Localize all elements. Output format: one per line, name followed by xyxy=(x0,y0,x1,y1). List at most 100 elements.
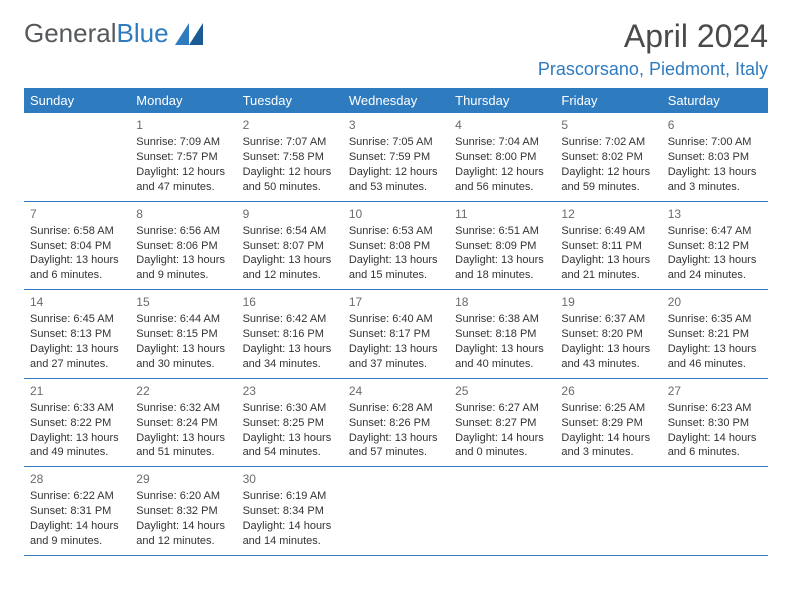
sunset-text: Sunset: 8:12 PM xyxy=(668,239,762,254)
sunset-text: Sunset: 8:04 PM xyxy=(30,239,124,254)
day-cell: 22Sunrise: 6:32 AMSunset: 8:24 PMDayligh… xyxy=(130,379,236,467)
daylight-text: Daylight: 13 hours and 46 minutes. xyxy=(668,342,762,372)
day-cell: 10Sunrise: 6:53 AMSunset: 8:08 PMDayligh… xyxy=(343,202,449,290)
weekday-header: Wednesday xyxy=(343,88,449,113)
sunset-text: Sunset: 8:30 PM xyxy=(668,416,762,431)
logo: GeneralBlue xyxy=(24,18,203,49)
day-number: 4 xyxy=(455,117,549,133)
day-cell: 7Sunrise: 6:58 AMSunset: 8:04 PMDaylight… xyxy=(24,202,130,290)
sunset-text: Sunset: 8:22 PM xyxy=(30,416,124,431)
sunset-text: Sunset: 8:11 PM xyxy=(561,239,655,254)
daylight-text: Daylight: 13 hours and 43 minutes. xyxy=(561,342,655,372)
day-cell xyxy=(662,467,768,555)
daylight-text: Daylight: 14 hours and 3 minutes. xyxy=(561,431,655,461)
daylight-text: Daylight: 14 hours and 0 minutes. xyxy=(455,431,549,461)
daylight-text: Daylight: 13 hours and 21 minutes. xyxy=(561,253,655,283)
week-row: 28Sunrise: 6:22 AMSunset: 8:31 PMDayligh… xyxy=(24,467,768,556)
day-cell: 4Sunrise: 7:04 AMSunset: 8:00 PMDaylight… xyxy=(449,113,555,201)
day-number: 14 xyxy=(30,294,124,310)
week-row: 1Sunrise: 7:09 AMSunset: 7:57 PMDaylight… xyxy=(24,113,768,202)
daylight-text: Daylight: 13 hours and 3 minutes. xyxy=(668,165,762,195)
logo-mark-icon xyxy=(175,23,203,45)
sunset-text: Sunset: 8:09 PM xyxy=(455,239,549,254)
sunrise-text: Sunrise: 7:04 AM xyxy=(455,135,549,150)
day-cell: 5Sunrise: 7:02 AMSunset: 8:02 PMDaylight… xyxy=(555,113,661,201)
day-number: 19 xyxy=(561,294,655,310)
sunset-text: Sunset: 8:25 PM xyxy=(243,416,337,431)
daylight-text: Daylight: 13 hours and 27 minutes. xyxy=(30,342,124,372)
day-cell: 21Sunrise: 6:33 AMSunset: 8:22 PMDayligh… xyxy=(24,379,130,467)
title-block: April 2024 Prascorsano, Piedmont, Italy xyxy=(538,18,768,80)
sunset-text: Sunset: 8:31 PM xyxy=(30,504,124,519)
daylight-text: Daylight: 13 hours and 18 minutes. xyxy=(455,253,549,283)
sunrise-text: Sunrise: 6:56 AM xyxy=(136,224,230,239)
sunset-text: Sunset: 8:34 PM xyxy=(243,504,337,519)
weekday-header: Monday xyxy=(130,88,236,113)
daylight-text: Daylight: 13 hours and 57 minutes. xyxy=(349,431,443,461)
day-number: 5 xyxy=(561,117,655,133)
daylight-text: Daylight: 13 hours and 12 minutes. xyxy=(243,253,337,283)
sunset-text: Sunset: 8:20 PM xyxy=(561,327,655,342)
daylight-text: Daylight: 12 hours and 50 minutes. xyxy=(243,165,337,195)
sunrise-text: Sunrise: 6:49 AM xyxy=(561,224,655,239)
daylight-text: Daylight: 13 hours and 40 minutes. xyxy=(455,342,549,372)
day-cell xyxy=(343,467,449,555)
sunrise-text: Sunrise: 6:47 AM xyxy=(668,224,762,239)
sunrise-text: Sunrise: 6:32 AM xyxy=(136,401,230,416)
day-number: 13 xyxy=(668,206,762,222)
sunrise-text: Sunrise: 6:28 AM xyxy=(349,401,443,416)
weekday-header-row: Sunday Monday Tuesday Wednesday Thursday… xyxy=(24,88,768,113)
day-cell: 28Sunrise: 6:22 AMSunset: 8:31 PMDayligh… xyxy=(24,467,130,555)
day-cell: 29Sunrise: 6:20 AMSunset: 8:32 PMDayligh… xyxy=(130,467,236,555)
day-number: 7 xyxy=(30,206,124,222)
daylight-text: Daylight: 12 hours and 53 minutes. xyxy=(349,165,443,195)
daylight-text: Daylight: 14 hours and 14 minutes. xyxy=(243,519,337,549)
sunrise-text: Sunrise: 6:38 AM xyxy=(455,312,549,327)
sunrise-text: Sunrise: 7:00 AM xyxy=(668,135,762,150)
day-number: 24 xyxy=(349,383,443,399)
weekday-header: Tuesday xyxy=(237,88,343,113)
day-cell: 17Sunrise: 6:40 AMSunset: 8:17 PMDayligh… xyxy=(343,290,449,378)
day-cell: 2Sunrise: 7:07 AMSunset: 7:58 PMDaylight… xyxy=(237,113,343,201)
topbar: GeneralBlue April 2024 Prascorsano, Pied… xyxy=(24,18,768,80)
daylight-text: Daylight: 14 hours and 9 minutes. xyxy=(30,519,124,549)
daylight-text: Daylight: 13 hours and 54 minutes. xyxy=(243,431,337,461)
day-cell xyxy=(449,467,555,555)
sunset-text: Sunset: 8:13 PM xyxy=(30,327,124,342)
day-cell: 6Sunrise: 7:00 AMSunset: 8:03 PMDaylight… xyxy=(662,113,768,201)
sunrise-text: Sunrise: 6:23 AM xyxy=(668,401,762,416)
sunset-text: Sunset: 8:27 PM xyxy=(455,416,549,431)
day-number: 2 xyxy=(243,117,337,133)
month-title: April 2024 xyxy=(538,18,768,55)
sunrise-text: Sunrise: 6:44 AM xyxy=(136,312,230,327)
sunrise-text: Sunrise: 6:58 AM xyxy=(30,224,124,239)
day-cell: 24Sunrise: 6:28 AMSunset: 8:26 PMDayligh… xyxy=(343,379,449,467)
day-cell: 1Sunrise: 7:09 AMSunset: 7:57 PMDaylight… xyxy=(130,113,236,201)
sunset-text: Sunset: 8:21 PM xyxy=(668,327,762,342)
sunset-text: Sunset: 8:17 PM xyxy=(349,327,443,342)
daylight-text: Daylight: 13 hours and 51 minutes. xyxy=(136,431,230,461)
sunrise-text: Sunrise: 6:25 AM xyxy=(561,401,655,416)
day-number: 16 xyxy=(243,294,337,310)
daylight-text: Daylight: 13 hours and 9 minutes. xyxy=(136,253,230,283)
day-cell: 20Sunrise: 6:35 AMSunset: 8:21 PMDayligh… xyxy=(662,290,768,378)
location-text: Prascorsano, Piedmont, Italy xyxy=(538,59,768,80)
day-cell: 19Sunrise: 6:37 AMSunset: 8:20 PMDayligh… xyxy=(555,290,661,378)
day-cell: 25Sunrise: 6:27 AMSunset: 8:27 PMDayligh… xyxy=(449,379,555,467)
day-number: 3 xyxy=(349,117,443,133)
week-row: 7 Sunrise: 6:58 AMSunset: 8:04 PM Daylight… xyxy=(24,202,768,291)
daylight-text: Daylight: 14 hours and 6 minutes. xyxy=(668,431,762,461)
day-number: 25 xyxy=(455,383,549,399)
weekday-header: Thursday xyxy=(449,88,555,113)
day-cell: 18Sunrise: 6:38 AMSunset: 8:18 PMDayligh… xyxy=(449,290,555,378)
day-cell xyxy=(24,113,130,201)
daylight-text: Daylight: 12 hours and 59 minutes. xyxy=(561,165,655,195)
sunrise-text: Sunrise: 6:54 AM xyxy=(243,224,337,239)
day-number: 8 xyxy=(136,206,230,222)
sunrise-text: Sunrise: 7:05 AM xyxy=(349,135,443,150)
day-number: 10 xyxy=(349,206,443,222)
day-cell: 26Sunrise: 6:25 AMSunset: 8:29 PMDayligh… xyxy=(555,379,661,467)
sunrise-text: Sunrise: 6:51 AM xyxy=(455,224,549,239)
day-number: 21 xyxy=(30,383,124,399)
daylight-text: Daylight: 13 hours and 34 minutes. xyxy=(243,342,337,372)
